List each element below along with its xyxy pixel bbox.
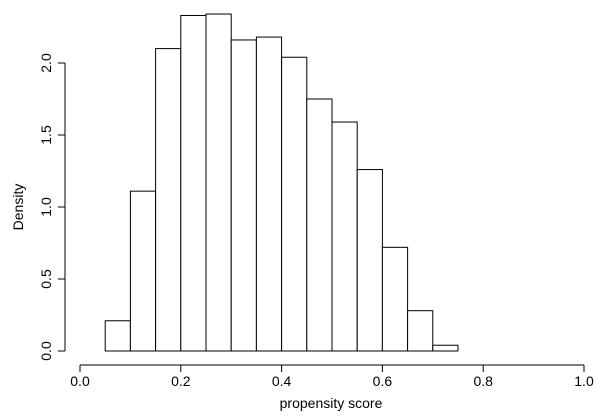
y-tick-label: 1.0 (38, 197, 54, 217)
x-axis: 0.0 0.2 0.4 0.6 0.8 1.0 (70, 364, 594, 389)
histogram-bar-1 (104, 320, 131, 352)
y-tick-label: 0.0 (38, 341, 54, 361)
histogram-bars (104, 13, 459, 352)
histogram-bar-14 (432, 344, 459, 352)
histogram-bar-12 (381, 246, 409, 352)
y-axis: 0.0 0.5 1.0 1.5 2.0 (38, 53, 66, 361)
x-axis-title: propensity score (280, 395, 383, 411)
histogram-bar-11 (356, 169, 383, 352)
histogram-bar-3 (155, 48, 182, 352)
histogram-bar-5 (205, 13, 232, 352)
histogram-bar-8 (281, 56, 308, 352)
y-tick-label: 0.5 (38, 269, 54, 289)
histogram-bar-6 (230, 39, 257, 352)
x-tick-label: 0.8 (473, 373, 493, 389)
histogram-bar-9 (306, 98, 333, 352)
y-tick-label: 1.5 (38, 125, 54, 145)
x-tick-label: 1.0 (574, 373, 594, 389)
histogram-bar-10 (331, 121, 358, 352)
histogram-bar-13 (407, 310, 434, 352)
histogram-bar-4 (180, 14, 207, 352)
x-tick-label: 0.2 (171, 373, 191, 389)
histogram-bar-7 (255, 36, 283, 352)
y-tick-label: 2.0 (38, 53, 54, 73)
x-tick-label: 0.0 (70, 373, 90, 389)
histogram-bar-2 (129, 190, 157, 352)
x-tick-label: 0.6 (373, 373, 393, 389)
y-axis-title: Density (10, 184, 26, 231)
x-tick-label: 0.4 (272, 373, 292, 389)
